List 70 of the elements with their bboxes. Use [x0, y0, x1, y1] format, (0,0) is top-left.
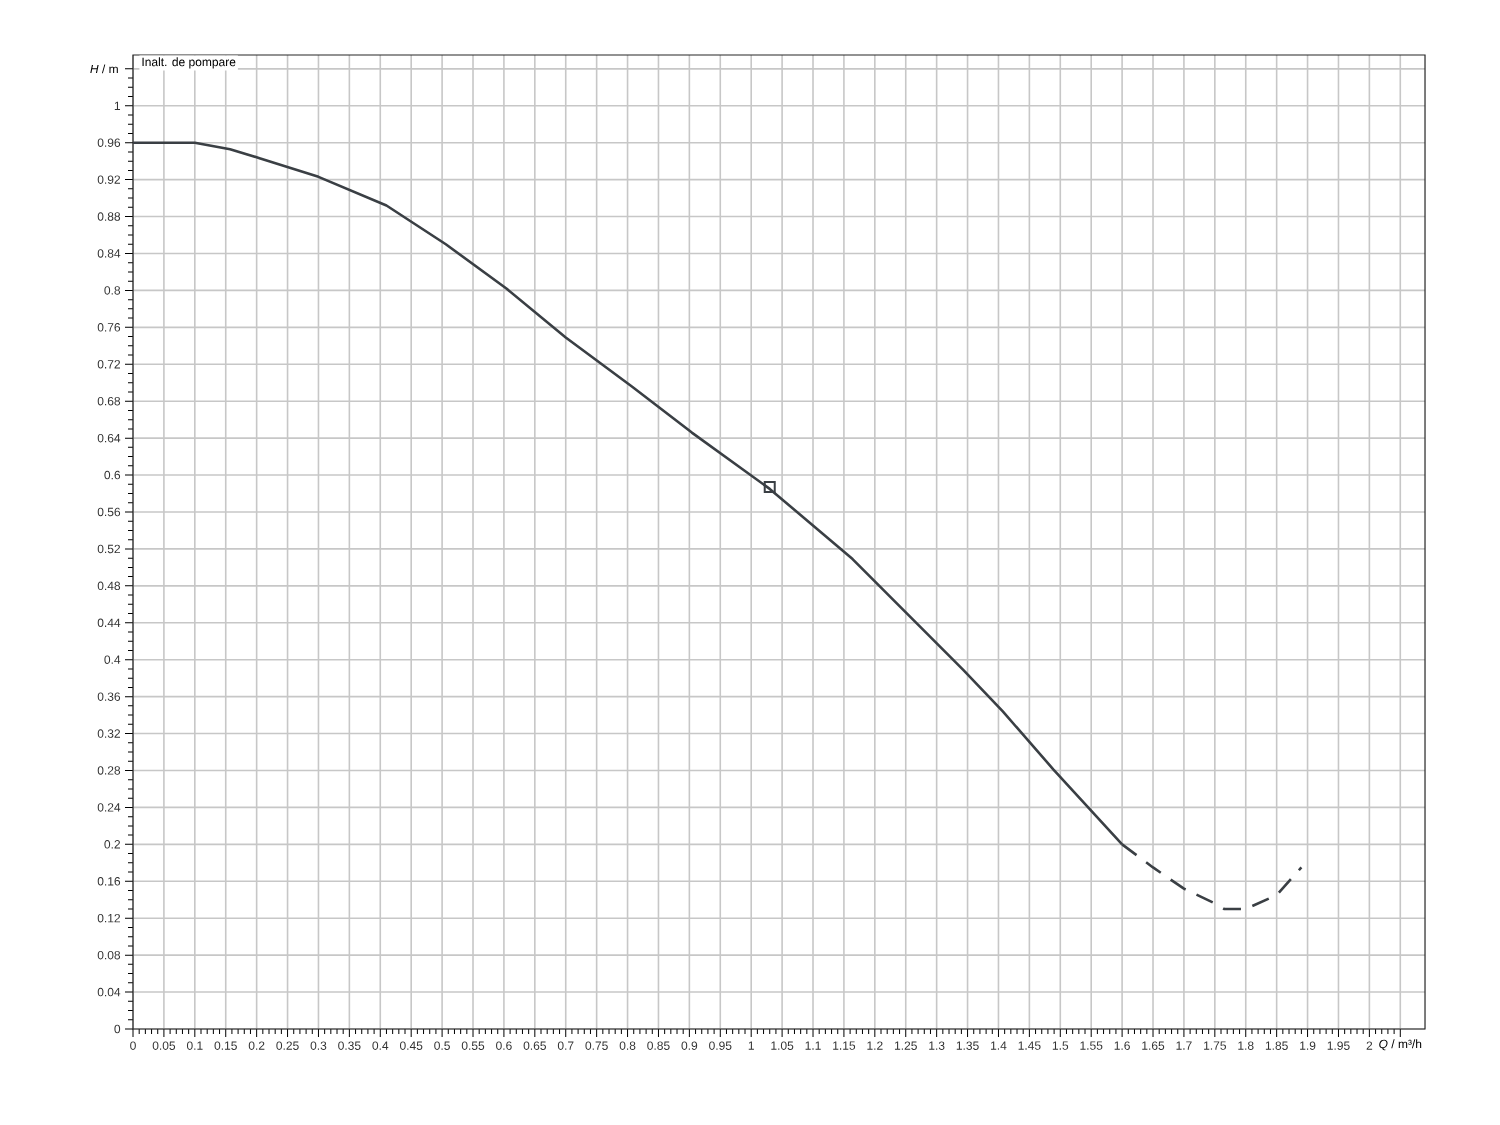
x-tick-label: 1.1 [805, 1041, 821, 1050]
y-tick-label: 0 [114, 1024, 121, 1034]
x-tick-label: 1.2 [867, 1041, 883, 1050]
y-tick-label: 0.6 [104, 470, 121, 480]
y-axis-title: H / m [90, 64, 118, 74]
x-tick-label: 0.1 [186, 1041, 203, 1050]
y-tick-label: 0.68 [97, 396, 121, 406]
y-tick-label: 0.28 [97, 766, 121, 775]
x-tick-label: 1.65 [1142, 1041, 1165, 1050]
x-tick-label: 0.45 [399, 1041, 423, 1050]
y-tick-label: 0.64 [97, 433, 121, 443]
x-tick-label: 0.15 [214, 1041, 237, 1050]
y-tick-label: 0.48 [97, 581, 121, 591]
y-tick-label: 0.4 [104, 655, 121, 664]
x-tick-label: 1 [748, 1041, 754, 1050]
x-tick-label: 1.6 [1114, 1041, 1130, 1050]
x-tick-label: 0.05 [152, 1041, 176, 1050]
y-tick-label: 0.24 [97, 803, 121, 812]
x-tick-label: 1.95 [1327, 1041, 1350, 1050]
x-tick-label: 1.85 [1265, 1041, 1288, 1050]
x-tick-label: 1.05 [771, 1041, 794, 1050]
y-tick-label: 0.36 [97, 692, 121, 701]
y-tick-label: 0.08 [97, 950, 121, 960]
y-tick-label: 0.32 [97, 729, 121, 738]
x-tick-label: 1.45 [1018, 1041, 1041, 1050]
x-tick-label: 0.4 [372, 1041, 389, 1050]
x-axis-title: Q / m³/h [1379, 1039, 1422, 1051]
x-tick-label: 0 [130, 1041, 136, 1050]
y-tick-label: 0.52 [97, 544, 121, 554]
x-tick-label: 1.25 [894, 1041, 917, 1050]
x-tick-label: 1.5 [1052, 1041, 1069, 1050]
x-tick-label: 1.4 [991, 1041, 1007, 1050]
y-tick-label: 0.16 [97, 877, 121, 886]
y-tick-label: 0.84 [97, 249, 121, 258]
y-tick-label: 0.88 [97, 212, 121, 221]
x-tick-label: 0.9 [681, 1041, 698, 1050]
x-tick-label: 0.85 [647, 1041, 670, 1050]
x-tick-label: 1.8 [1238, 1041, 1254, 1050]
x-tick-label: 1.3 [929, 1041, 945, 1050]
x-tick-label: 1.55 [1080, 1041, 1103, 1050]
y-tick-label: 0.92 [97, 175, 121, 184]
x-tick-label: 0.55 [461, 1041, 485, 1050]
y-tick-label: 1 [114, 101, 121, 110]
x-tick-label: 1.35 [956, 1041, 979, 1050]
x-tick-label: 1.75 [1204, 1041, 1227, 1050]
y-tick-label: 0.96 [97, 138, 121, 147]
y-tick-label: 0.72 [97, 360, 121, 369]
x-tick-label: 0.95 [709, 1041, 732, 1050]
y-tick-label: 0.76 [97, 323, 121, 332]
x-tick-label: 0.7 [557, 1041, 574, 1050]
x-tick-label: 0.25 [276, 1041, 299, 1050]
y-tick-label: 0.12 [97, 913, 121, 923]
y-tick-label: 0.8 [104, 286, 121, 295]
x-tick-label: 0.35 [338, 1041, 361, 1050]
x-tick-label: 0.3 [310, 1041, 327, 1050]
x-tick-label: 0.6 [496, 1041, 512, 1050]
x-tick-label: 0.65 [523, 1041, 547, 1050]
x-tick-label: 0.8 [619, 1041, 636, 1050]
y-tick-label: 0.56 [97, 507, 121, 517]
y-tick-label: 0.2 [104, 840, 121, 849]
y-tick-label: 0.44 [97, 618, 121, 628]
x-tick-label: 2 [1366, 1041, 1373, 1050]
x-tick-label: 0.75 [585, 1041, 608, 1050]
x-tick-label: 1.15 [833, 1041, 856, 1050]
chart-title: Inalt. de pompare [142, 57, 236, 69]
x-tick-label: 1.7 [1176, 1041, 1192, 1050]
x-tick-label: 0.5 [434, 1041, 450, 1050]
y-tick-label: 0.04 [97, 987, 121, 997]
x-tick-label: 1.9 [1300, 1041, 1316, 1050]
x-tick-label: 0.2 [248, 1041, 265, 1050]
